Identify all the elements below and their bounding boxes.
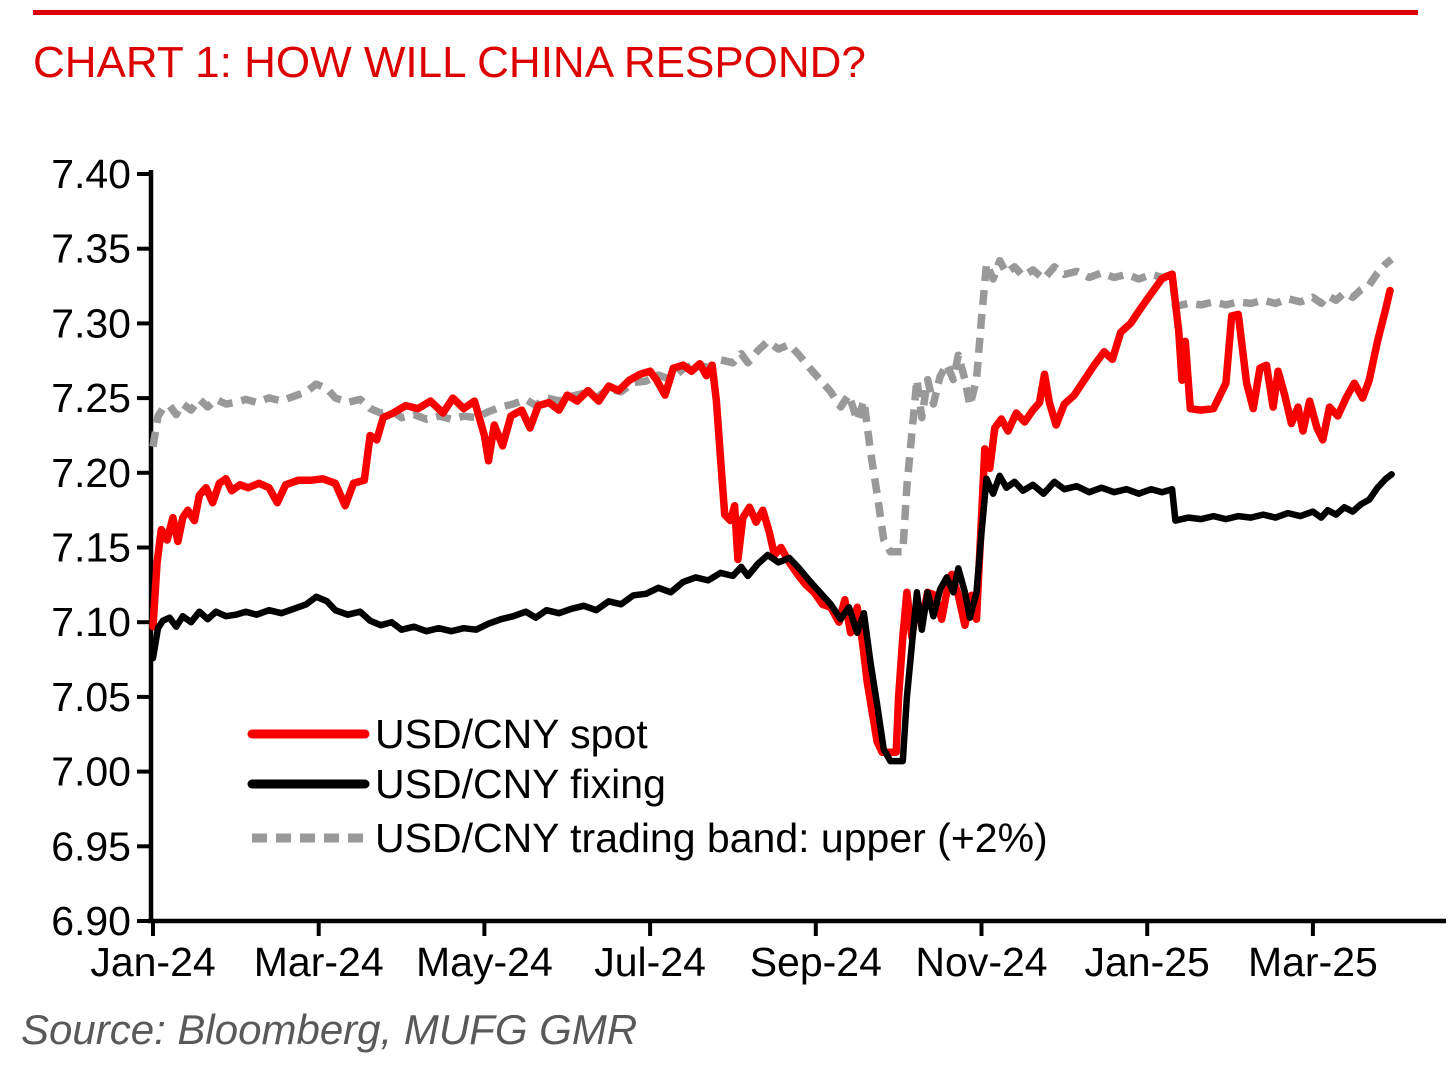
series-usd-cny-trading-band-upper [149, 256, 1394, 556]
y-tick-label: 6.95 [51, 823, 131, 869]
source-note: Source: Bloomberg, MUFG GMR [21, 1006, 638, 1053]
y-tick-label: 7.35 [51, 226, 131, 272]
y-tick-label: 7.25 [51, 375, 131, 421]
y-tick-label: 7.10 [51, 599, 131, 645]
x-tick-label: Sep-24 [750, 939, 882, 985]
y-tick-label: 6.90 [51, 898, 131, 944]
top-rule [33, 10, 1418, 15]
legend-label-spot: USD/CNY spot [375, 711, 648, 757]
x-tick-label: Jan-25 [1085, 939, 1210, 985]
y-tick-label: 7.15 [51, 525, 131, 571]
y-tick-label: 7.05 [51, 674, 131, 720]
x-tick-label: Jul-24 [594, 939, 706, 985]
chart-title: CHART 1: HOW WILL CHINA RESPOND? [33, 38, 866, 87]
y-tick-label: 7.20 [51, 450, 131, 496]
x-tick-label: Mar-24 [254, 939, 384, 985]
y-tick-label: 7.40 [51, 151, 131, 197]
legend-label-fixing: USD/CNY fixing [375, 761, 666, 807]
y-tick-label: 7.30 [51, 300, 131, 346]
series-usd-cny-fixing [149, 471, 1395, 765]
x-tick-label: May-24 [416, 939, 553, 985]
x-tick-label: Nov-24 [915, 939, 1047, 985]
x-tick-label: Jan-24 [90, 939, 215, 985]
x-tick-label: Mar-25 [1248, 939, 1378, 985]
legend-label-band: USD/CNY trading band: upper (+2%) [375, 815, 1048, 861]
series-usd-cny-spot [149, 270, 1394, 756]
y-tick-label: 7.00 [51, 749, 131, 795]
